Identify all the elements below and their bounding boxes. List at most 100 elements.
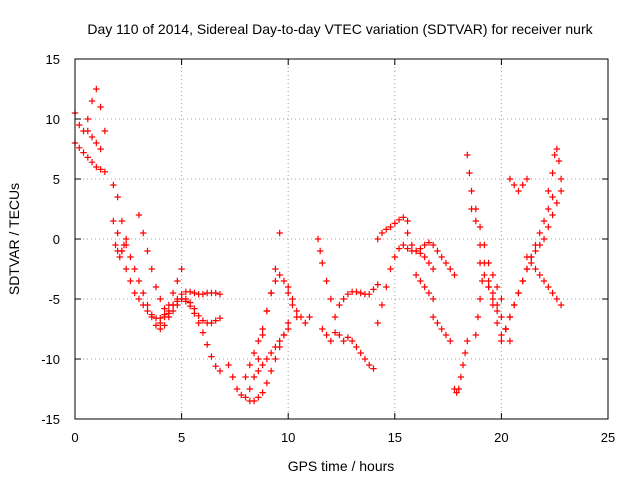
data-point-s26 [523,175,531,183]
data-point-s19 [425,289,433,297]
data-point-s18 [421,241,428,249]
data-point-s24 [549,193,556,201]
y-tick-label: 10 [46,112,60,127]
data-point-s2 [88,97,96,105]
x-tick-label: 20 [494,430,508,445]
data-point-s24 [493,319,501,327]
data-point-s26 [519,181,526,189]
data-point-s13 [319,259,326,267]
data-point-s21 [461,349,469,357]
data-point-s16 [387,265,394,273]
data-point-s11 [255,367,262,375]
data-point-s8 [225,361,232,369]
data-point-s4 [216,367,224,375]
data-point-s28 [557,175,565,183]
data-point-s13 [327,295,335,303]
data-point-s1 [110,181,117,189]
data-point-s17 [391,220,398,227]
data-point-s19 [417,277,424,285]
y-tick-label: 15 [46,52,60,67]
data-point-s3 [84,127,91,135]
data-point-s29 [472,331,480,339]
data-point-s15 [336,301,343,309]
data-point-s18 [451,271,458,279]
data-point-s22 [466,169,473,177]
data-point-s7 [165,301,173,309]
data-point-s7 [178,265,185,273]
data-point-s11 [280,331,288,339]
data-point-s6 [169,307,177,315]
data-point-s10 [246,385,254,393]
data-point-s16 [383,283,390,291]
data-point-s23 [485,277,492,285]
data-point-s14 [348,337,356,345]
data-point-s1 [101,168,109,175]
data-point-s23 [476,241,484,249]
y-tick-label: 0 [53,232,60,247]
data-point-s21 [457,373,465,381]
data-point-s8 [229,373,236,381]
data-point-s14 [357,349,364,357]
data-point-s16 [429,265,437,273]
data-point-s18 [442,259,450,267]
y-tick-label: 5 [53,172,60,187]
data-point-s25 [510,301,518,309]
data-point-s13 [316,247,324,255]
chart-title: Day 110 of 2014, Sidereal Day-to-day VTE… [87,21,593,37]
data-point-s27 [540,277,548,285]
data-point-s6 [174,301,181,309]
data-point-s12 [306,313,313,321]
data-point-s9 [242,373,249,381]
data-point-s15 [370,286,377,293]
data-point-s27 [553,295,561,303]
data-point-s25 [536,241,543,249]
data-point-s4 [148,311,155,318]
data-point-s12 [293,307,300,315]
data-point-s28 [551,151,558,159]
x-tick-label: 25 [601,430,615,445]
data-point-s16 [378,301,386,309]
data-point-s21 [464,337,471,345]
data-point-s27 [545,283,552,291]
data-point-s21 [453,389,460,396]
data-point-s1 [199,291,207,298]
data-point-s4 [110,217,117,225]
data-point-s19 [421,283,428,291]
data-point-s6 [140,229,147,237]
data-point-s15 [344,291,352,298]
data-point-s6 [199,317,207,324]
data-point-s2 [97,103,104,111]
data-point-s1 [127,253,134,261]
data-point-s13 [314,235,322,243]
data-point-s14 [340,337,347,345]
data-point-s18 [412,247,420,255]
data-point-s14 [344,334,352,341]
data-point-s4 [140,301,147,309]
data-point-s9 [250,349,258,357]
data-point-s6 [161,305,168,312]
data-point-s12 [302,319,309,327]
data-point-s25 [545,223,552,231]
data-point-s1 [97,166,104,173]
data-point-s2 [101,127,109,135]
data-point-s23 [468,205,475,213]
data-point-s6 [212,317,219,324]
data-point-s25 [553,199,561,207]
data-point-s15 [340,295,347,303]
data-point-s14 [361,355,369,363]
data-point-s14 [366,361,373,369]
data-point-s4 [208,353,215,360]
data-point-s13 [331,313,339,321]
data-point-s20 [442,331,450,339]
data-point-s17 [383,226,390,233]
data-point-s16 [374,319,381,327]
data-point-s15 [374,281,381,288]
data-point-s6 [182,295,190,303]
data-point-s14 [353,343,360,351]
x-axis-label: GPS time / hours [288,458,395,474]
x-tick-label: 10 [281,430,295,445]
data-point-s8 [285,319,292,327]
data-point-s15 [366,291,373,298]
data-point-s21 [455,385,462,393]
data-point-s17 [387,223,394,231]
